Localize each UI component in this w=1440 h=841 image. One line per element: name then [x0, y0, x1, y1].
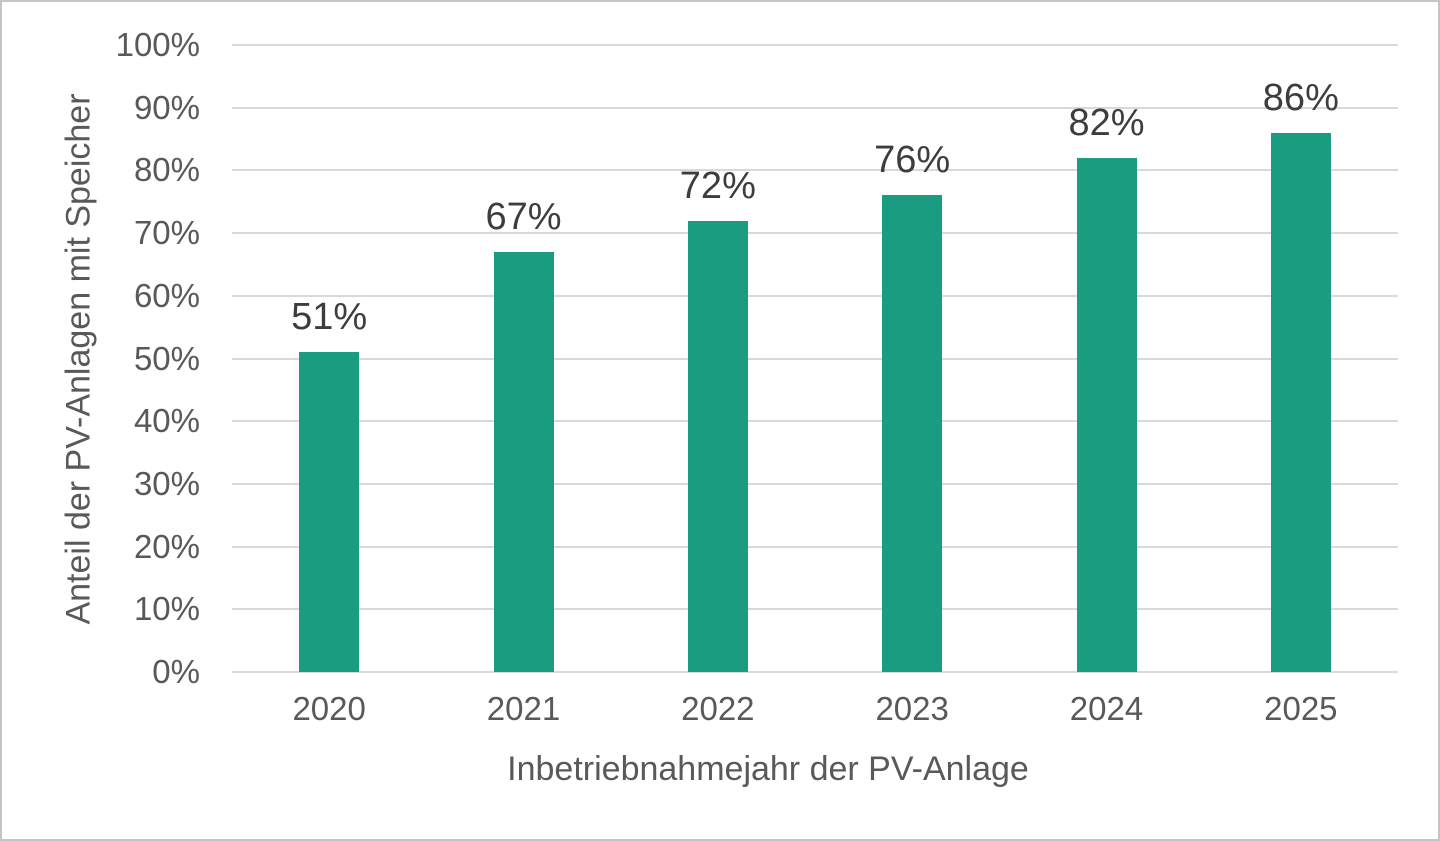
bar-value-label: 86% [1262, 76, 1339, 119]
gridline [232, 232, 1398, 235]
bar-value-label: 67% [485, 195, 562, 238]
bar [299, 352, 360, 672]
bar-value-label: 76% [874, 139, 951, 182]
x-axis-tick-label: 2025 [1264, 690, 1338, 727]
gridline [232, 482, 1398, 485]
gridline [232, 106, 1398, 109]
y-axis-tick-label: 10% [133, 590, 200, 628]
gridline [232, 608, 1398, 611]
x-axis-tick-label: 2020 [292, 690, 366, 727]
x-axis-tick-label: 2023 [875, 690, 949, 727]
bar [1270, 132, 1331, 672]
gridline [232, 169, 1398, 172]
y-axis-tick-label: 0% [152, 653, 200, 690]
y-axis-tick-label: 80% [133, 151, 200, 189]
bar-value-label: 72% [679, 164, 756, 207]
bar-value-label: 82% [1068, 101, 1145, 144]
y-axis-tick-label: 40% [133, 402, 200, 440]
gridline [232, 44, 1398, 46]
gridline [232, 420, 1398, 423]
gridline [232, 357, 1398, 360]
y-axis-tick-label: 90% [133, 88, 200, 126]
x-axis-title: Inbetriebnahmejahr der PV-Anlage [507, 750, 1029, 788]
gridline [232, 545, 1398, 548]
gridline [232, 671, 1398, 673]
bar [1076, 157, 1137, 672]
x-axis-tick-labels: 2020 2021 2022 2023 2024 2025 [232, 690, 1398, 732]
y-axis-tick-label: 100% [115, 26, 200, 63]
y-axis-tick-label: 70% [133, 214, 200, 252]
bar-value-label: 51% [291, 296, 368, 339]
gridline [232, 294, 1398, 297]
bar [687, 220, 748, 672]
bar [882, 195, 943, 672]
y-axis-tick-labels: 0% 10% 20% 30% 40% 50% 60% 70% 80% 90% 100% [2, 26, 200, 690]
plot-area: 51% 67% 72% 76% 82% 86% [232, 44, 1398, 673]
y-axis-tick-label: 60% [133, 276, 200, 314]
x-axis-tick-label: 2021 [486, 690, 561, 727]
y-axis-tick-label: 20% [133, 527, 200, 565]
x-axis-tick-label: 2024 [1069, 690, 1144, 727]
bar [493, 251, 554, 672]
y-axis-tick-label: 30% [133, 464, 200, 502]
x-axis-tick-label: 2022 [681, 690, 755, 727]
y-axis-tick-label: 50% [133, 339, 200, 377]
